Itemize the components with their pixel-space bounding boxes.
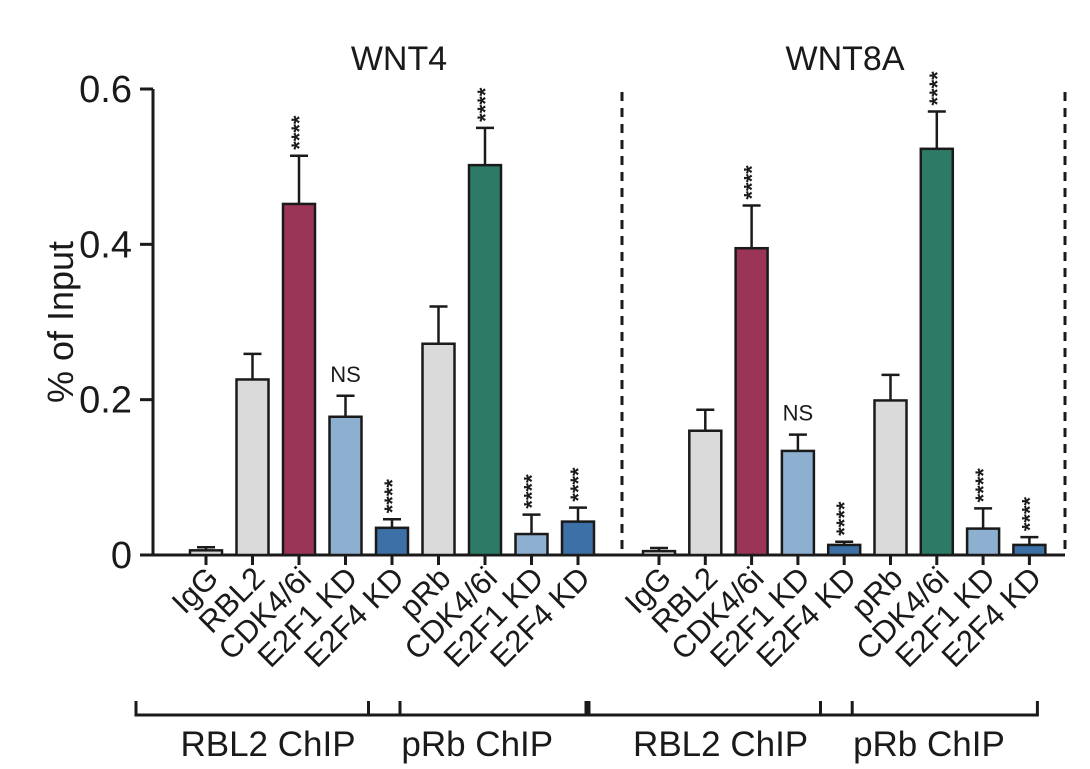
significance-label: **** <box>287 115 312 150</box>
y-ticks: 0 0.2 0.4 0.6 <box>79 69 153 577</box>
significance-label: **** <box>473 87 498 122</box>
significance-label: **** <box>566 467 591 502</box>
bar <box>780 449 816 557</box>
group-label: RBL2 ChIP <box>633 725 808 764</box>
significance-label: **** <box>971 468 996 503</box>
bar <box>467 163 503 557</box>
significance-label: **** <box>740 165 765 200</box>
significance-label: NS <box>330 362 361 387</box>
significance-label: **** <box>832 501 857 536</box>
group-label: pRb ChIP <box>401 725 553 764</box>
bar <box>235 378 270 557</box>
bar <box>560 520 596 557</box>
bar <box>188 549 224 557</box>
bar <box>965 527 1001 557</box>
bar <box>641 549 677 557</box>
bar <box>734 246 769 557</box>
y-tick-label: 0.6 <box>79 69 132 111</box>
significance-label: NS <box>783 401 814 426</box>
y-axis-label: % of Input <box>40 241 81 403</box>
bar <box>328 415 363 557</box>
bar <box>374 526 410 557</box>
group-bracket <box>819 701 1039 717</box>
y-tick-label: 0 <box>111 535 132 577</box>
bar <box>281 202 317 557</box>
bar <box>826 543 862 557</box>
panel-title: WNT4 <box>351 40 447 78</box>
significance-label: **** <box>520 474 545 509</box>
significance-label: **** <box>380 479 405 514</box>
group-bracket <box>134 701 402 717</box>
y-tick-label: 0.4 <box>79 224 132 266</box>
significance-label: **** <box>1017 496 1042 531</box>
panel-title: WNT8A <box>786 40 905 78</box>
group-label: pRb ChIP <box>853 725 1005 764</box>
bar <box>421 342 456 557</box>
y-tick-label: 0.2 <box>79 380 132 422</box>
group-bracket <box>367 701 588 717</box>
group-bracket <box>587 701 854 717</box>
bar <box>919 147 955 557</box>
group-label: RBL2 ChIP <box>180 725 355 764</box>
significance-label: **** <box>925 71 950 106</box>
bar <box>688 429 723 557</box>
bar <box>1012 543 1047 557</box>
bar <box>514 532 549 557</box>
bar <box>873 399 908 557</box>
